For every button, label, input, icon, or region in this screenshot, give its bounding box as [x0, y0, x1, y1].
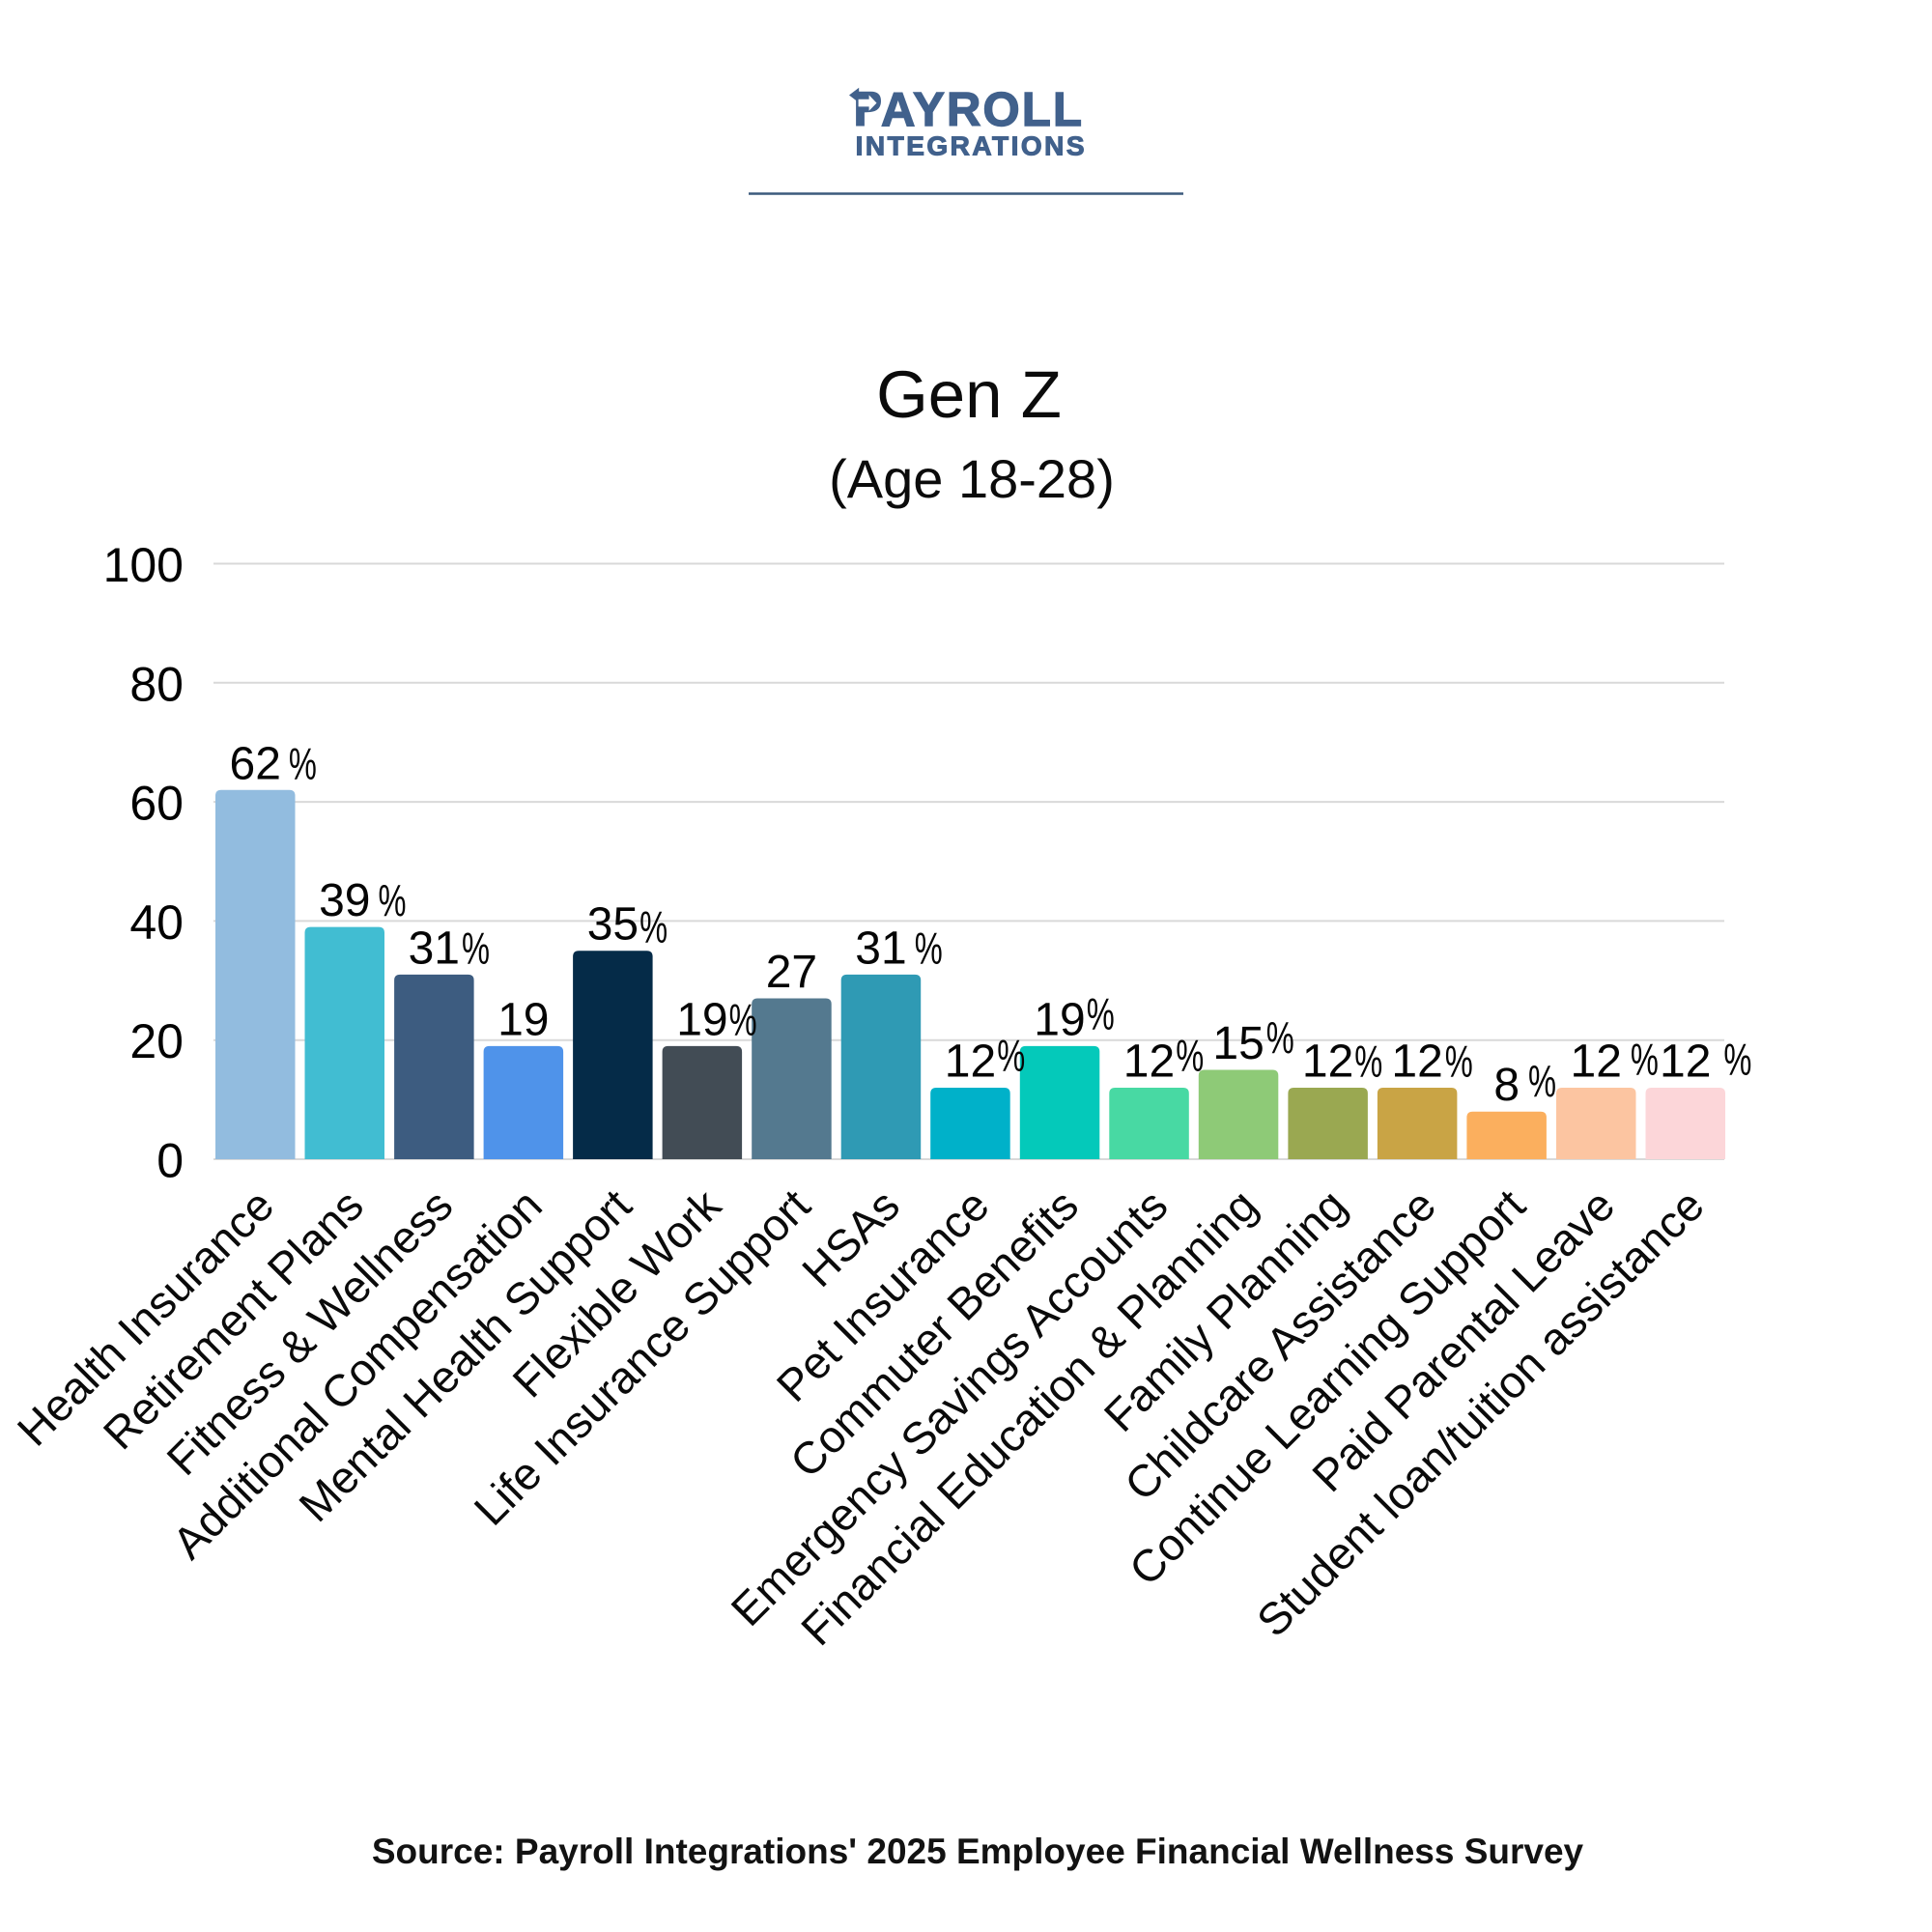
svg-text:31: 31 — [855, 923, 906, 974]
svg-text:%: % — [1723, 1035, 1751, 1085]
svg-text:%: % — [729, 994, 757, 1044]
svg-text:35: 35 — [587, 899, 639, 951]
svg-text:100: 100 — [103, 538, 184, 592]
svg-text:%: % — [462, 923, 490, 973]
svg-text:%: % — [289, 738, 317, 788]
svg-text:%: % — [379, 875, 407, 925]
svg-text:12: 12 — [1302, 1037, 1353, 1088]
svg-text:%: % — [915, 923, 943, 973]
svg-text:AYROLL: AYROLL — [881, 84, 1084, 136]
svg-text:19: 19 — [1034, 994, 1085, 1045]
svg-text:INTEGRATIONS: INTEGRATIONS — [856, 131, 1087, 161]
svg-text:%: % — [1528, 1056, 1556, 1106]
svg-text:%: % — [1631, 1035, 1659, 1085]
svg-text:%: % — [1266, 1012, 1294, 1063]
svg-text:12: 12 — [1123, 1037, 1175, 1088]
svg-text:%: % — [997, 1031, 1025, 1081]
svg-text:20: 20 — [129, 1014, 184, 1068]
svg-text:19: 19 — [676, 994, 727, 1045]
svg-text:12: 12 — [1571, 1037, 1622, 1088]
svg-text:(Age 18-28): (Age 18-28) — [829, 448, 1115, 509]
svg-text:19: 19 — [497, 994, 549, 1045]
svg-text:Gen Z: Gen Z — [876, 357, 1062, 432]
svg-text:40: 40 — [129, 895, 184, 950]
svg-text:%: % — [639, 902, 668, 952]
svg-text:39: 39 — [319, 875, 370, 926]
svg-text:0: 0 — [156, 1134, 184, 1188]
svg-text:%: % — [1445, 1037, 1473, 1087]
svg-text:62: 62 — [230, 738, 281, 789]
svg-text:12: 12 — [945, 1037, 996, 1088]
svg-text:12: 12 — [1660, 1037, 1711, 1088]
svg-text:80: 80 — [129, 657, 184, 711]
svg-text:60: 60 — [129, 777, 184, 831]
svg-text:Source: Payroll Integrations': Source: Payroll Integrations' 2025 Emplo… — [372, 1832, 1584, 1871]
svg-text:%: % — [1087, 988, 1115, 1038]
svg-text:27: 27 — [766, 947, 817, 998]
svg-text:15: 15 — [1212, 1018, 1264, 1069]
svg-text:31: 31 — [409, 923, 460, 974]
svg-text:12: 12 — [1391, 1037, 1442, 1088]
svg-text:%: % — [1176, 1031, 1204, 1081]
svg-text:8: 8 — [1493, 1060, 1520, 1111]
svg-text:%: % — [1354, 1037, 1382, 1087]
